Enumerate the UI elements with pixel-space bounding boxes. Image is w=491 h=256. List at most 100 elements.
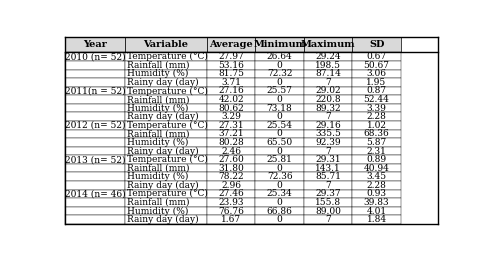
Bar: [255, 155, 304, 164]
Text: Rainy day (day): Rainy day (day): [127, 146, 199, 156]
Bar: [255, 112, 304, 121]
Text: Rainfall (mm): Rainfall (mm): [127, 61, 190, 70]
Text: 39.83: 39.83: [364, 198, 389, 207]
Bar: [304, 215, 353, 224]
Text: 52.44: 52.44: [364, 95, 389, 104]
Bar: [353, 181, 401, 190]
Bar: [304, 147, 353, 155]
Text: 2.28: 2.28: [367, 181, 386, 190]
Bar: [207, 173, 255, 181]
Bar: [304, 207, 353, 215]
Text: Year: Year: [83, 40, 107, 49]
Bar: [207, 52, 255, 61]
Bar: [255, 37, 304, 52]
Bar: [304, 164, 353, 173]
Bar: [65, 138, 125, 147]
Bar: [255, 173, 304, 181]
Text: 0: 0: [277, 61, 282, 70]
Bar: [353, 104, 401, 112]
Bar: [255, 78, 304, 87]
Text: 0.67: 0.67: [366, 52, 386, 61]
Bar: [304, 190, 353, 198]
Bar: [207, 78, 255, 87]
Bar: [207, 198, 255, 207]
Bar: [255, 95, 304, 104]
Text: 3.45: 3.45: [366, 172, 386, 181]
Bar: [353, 130, 401, 138]
Text: 335.5: 335.5: [315, 129, 341, 138]
Bar: [65, 104, 125, 112]
Text: Rainfall (mm): Rainfall (mm): [127, 164, 190, 173]
Bar: [304, 70, 353, 78]
Text: 143.1: 143.1: [315, 164, 341, 173]
Text: 1.84: 1.84: [366, 215, 386, 224]
Text: 29.31: 29.31: [315, 155, 341, 164]
Bar: [65, 190, 125, 198]
Bar: [125, 147, 207, 155]
Text: Minimum: Minimum: [253, 40, 306, 49]
Text: 7: 7: [325, 112, 331, 121]
Text: 2.31: 2.31: [367, 146, 386, 155]
Text: 87.14: 87.14: [315, 69, 341, 78]
Text: Humidity (%): Humidity (%): [127, 104, 189, 113]
Text: 29.16: 29.16: [315, 121, 341, 130]
Bar: [125, 104, 207, 112]
Text: 2010 (n= 52): 2010 (n= 52): [65, 52, 125, 61]
Text: 2012 (n= 52): 2012 (n= 52): [65, 121, 125, 130]
Bar: [125, 87, 207, 95]
Bar: [125, 61, 207, 70]
Bar: [65, 95, 125, 104]
Bar: [304, 155, 353, 164]
Bar: [65, 70, 125, 78]
Text: 1.95: 1.95: [366, 78, 387, 87]
Bar: [125, 215, 207, 224]
Text: 29.24: 29.24: [315, 52, 341, 61]
Bar: [207, 130, 255, 138]
Text: 0: 0: [277, 181, 282, 190]
Bar: [353, 173, 401, 181]
Bar: [65, 215, 125, 224]
Bar: [255, 181, 304, 190]
Bar: [125, 155, 207, 164]
Text: SD: SD: [369, 40, 384, 49]
Bar: [304, 130, 353, 138]
Text: Rainfall (mm): Rainfall (mm): [127, 129, 190, 138]
Text: 5.87: 5.87: [366, 138, 387, 147]
Bar: [304, 95, 353, 104]
Bar: [207, 121, 255, 130]
Bar: [125, 173, 207, 181]
Bar: [255, 121, 304, 130]
Bar: [125, 198, 207, 207]
Text: 42.02: 42.02: [218, 95, 244, 104]
Bar: [125, 70, 207, 78]
Bar: [207, 147, 255, 155]
Bar: [65, 112, 125, 121]
Bar: [255, 198, 304, 207]
Text: 23.93: 23.93: [218, 198, 244, 207]
Bar: [353, 190, 401, 198]
Bar: [255, 130, 304, 138]
Bar: [125, 37, 207, 52]
Bar: [353, 198, 401, 207]
Text: 0: 0: [277, 215, 282, 224]
Text: 2.46: 2.46: [221, 146, 241, 155]
Text: Rainy day (day): Rainy day (day): [127, 181, 199, 190]
Bar: [353, 147, 401, 155]
Text: 27.60: 27.60: [218, 155, 244, 164]
Bar: [65, 207, 125, 215]
Text: 27.97: 27.97: [218, 52, 244, 61]
Text: 2013 (n= 52): 2013 (n= 52): [65, 155, 125, 164]
Text: 0: 0: [277, 95, 282, 104]
Bar: [65, 164, 125, 173]
Bar: [125, 164, 207, 173]
Bar: [207, 207, 255, 215]
Text: 68.36: 68.36: [364, 129, 389, 138]
Bar: [125, 95, 207, 104]
Text: 66.86: 66.86: [267, 207, 293, 216]
Text: 1.67: 1.67: [221, 215, 241, 224]
Text: 4.01: 4.01: [366, 207, 386, 216]
Bar: [255, 138, 304, 147]
Bar: [304, 78, 353, 87]
Bar: [304, 112, 353, 121]
Bar: [207, 61, 255, 70]
